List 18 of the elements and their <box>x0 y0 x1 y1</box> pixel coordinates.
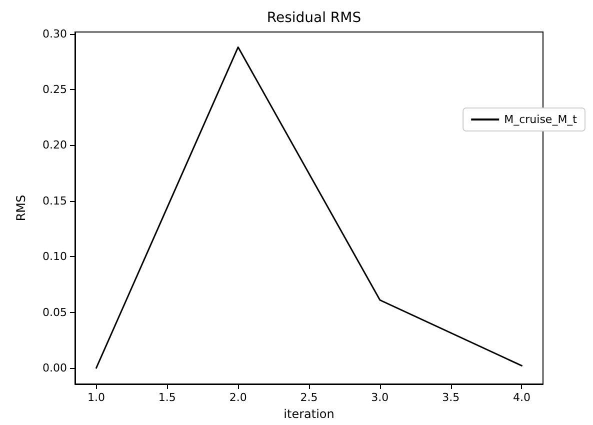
x-tick-label: 1.0 <box>88 391 106 404</box>
x-tick-label: 3.5 <box>442 391 460 404</box>
y-tick-label: 0.15 <box>42 194 67 208</box>
x-axis-title: iteration <box>284 407 334 421</box>
y-axis-title: RMS <box>14 194 28 222</box>
x-tick-label: 1.5 <box>158 391 176 404</box>
y-tick-label: 0.20 <box>42 138 67 152</box>
x-tick-label: 2.0 <box>229 391 247 404</box>
chart-title: Residual RMS <box>266 10 362 26</box>
x-tick-label: 2.5 <box>300 391 318 404</box>
x-tick-label: 4.0 <box>512 391 530 404</box>
y-tick-label: 0.05 <box>42 306 67 319</box>
y-tick-label: 0.10 <box>42 250 67 264</box>
x-tick-label: 3.0 <box>371 391 389 404</box>
y-tick-label: 0.30 <box>42 27 67 40</box>
legend-label: M_cruise_M_t <box>504 113 578 126</box>
y-tick-label: 0.25 <box>42 82 67 96</box>
y-tick-label: 0.00 <box>42 361 67 374</box>
